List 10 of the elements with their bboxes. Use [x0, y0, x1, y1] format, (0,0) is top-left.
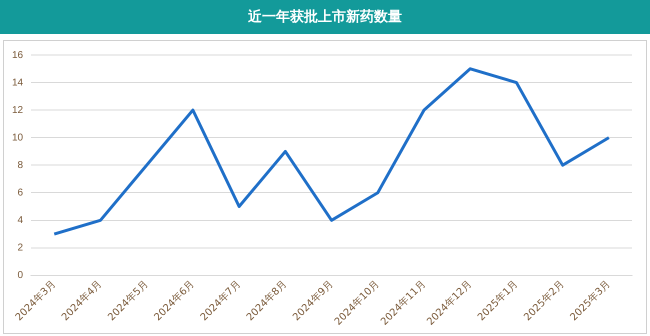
y-tick-label: 0	[18, 270, 24, 282]
y-tick-label: 4	[18, 215, 24, 226]
y-tick-label: 10	[12, 132, 24, 144]
y-tick-label: 8	[18, 160, 24, 171]
y-tick-label: 6	[18, 187, 24, 198]
y-tick-label: 16	[12, 50, 24, 61]
chart-title: 近一年获批上市新药数量	[0, 0, 650, 34]
y-tick-label: 12	[12, 104, 24, 116]
y-tick-label: 2	[18, 242, 24, 254]
y-tick-label: 14	[12, 77, 24, 88]
